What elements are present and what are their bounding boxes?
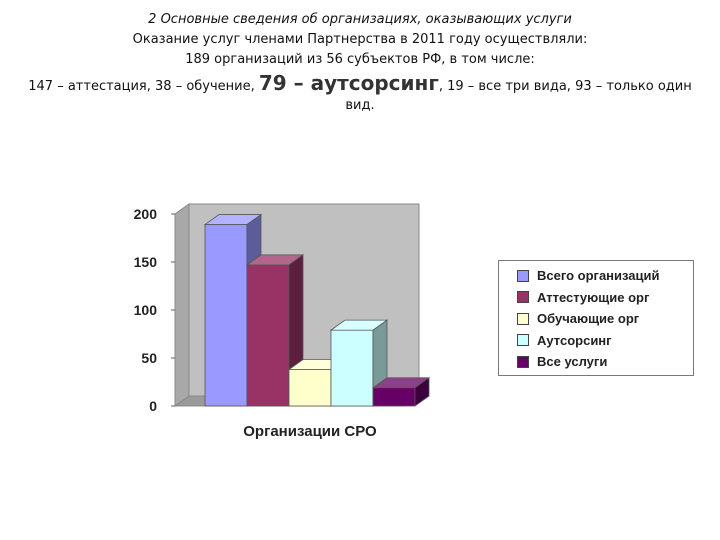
bar-front (246, 264, 290, 407)
legend-label: Аттестующие орг (537, 289, 650, 305)
bar-front (372, 387, 416, 407)
bar-5 (371, 376, 431, 407)
stats-tail: вид. (345, 98, 375, 113)
bar-front (204, 224, 248, 407)
summary-line-2: 189 организаций из 56 субъектов РФ, в то… (185, 52, 535, 67)
legend-label: Всего организаций (537, 268, 660, 284)
y-tick-label: 50 (141, 350, 157, 366)
y-tick-label: 0 (149, 398, 157, 414)
x-axis-label: Организации СРО (243, 423, 377, 440)
stats-suffix: , 19 – все три вида, 93 – только один (438, 79, 692, 94)
legend-label: Все услуги (537, 354, 608, 370)
legend-label: Аутсорсинг (537, 332, 612, 348)
legend-swatch (517, 291, 529, 304)
chart-side-wall (174, 203, 190, 407)
y-tick-label: 100 (134, 302, 158, 318)
y-tick-label: 200 (134, 206, 158, 222)
legend-item: Аутсорсинг (517, 330, 693, 352)
legend-item: Аттестующие орг (517, 287, 693, 309)
y-tick-label: 150 (134, 254, 158, 270)
legend-item: Обучающие орг (517, 308, 693, 330)
chart-legend: Всего организаций Аттестующие орг Обучающи… (498, 260, 694, 376)
legend-label: Обучающие орг (537, 311, 640, 327)
stats-prefix: 147 – аттестация, 38 – обучение, (28, 79, 259, 94)
bar-side (414, 376, 430, 407)
bar-chart: 0 50 100 150 200 Организации СРО (134, 203, 431, 440)
legend-swatch (517, 312, 529, 325)
legend-item: Всего организаций (517, 265, 693, 287)
bar-4 (329, 319, 389, 407)
legend-swatch (517, 355, 529, 368)
slide-header: 2 Основные сведения об организациях, ока… (0, 10, 720, 114)
stats-highlight: 79 – аутсорсинг (258, 71, 439, 95)
legend-swatch (517, 269, 529, 282)
bar-front (288, 369, 332, 407)
bar-front (330, 329, 374, 407)
legend-swatch (517, 334, 529, 347)
slide-title: 2 Основные сведения об организациях, ока… (148, 12, 572, 27)
summary-line-1: Оказание услуг членами Партнерства в 201… (132, 32, 588, 47)
legend-item: Все услуги (517, 351, 693, 373)
summary-stats: 147 – аттестация, 38 – обучение, 79 – ау… (0, 72, 720, 114)
